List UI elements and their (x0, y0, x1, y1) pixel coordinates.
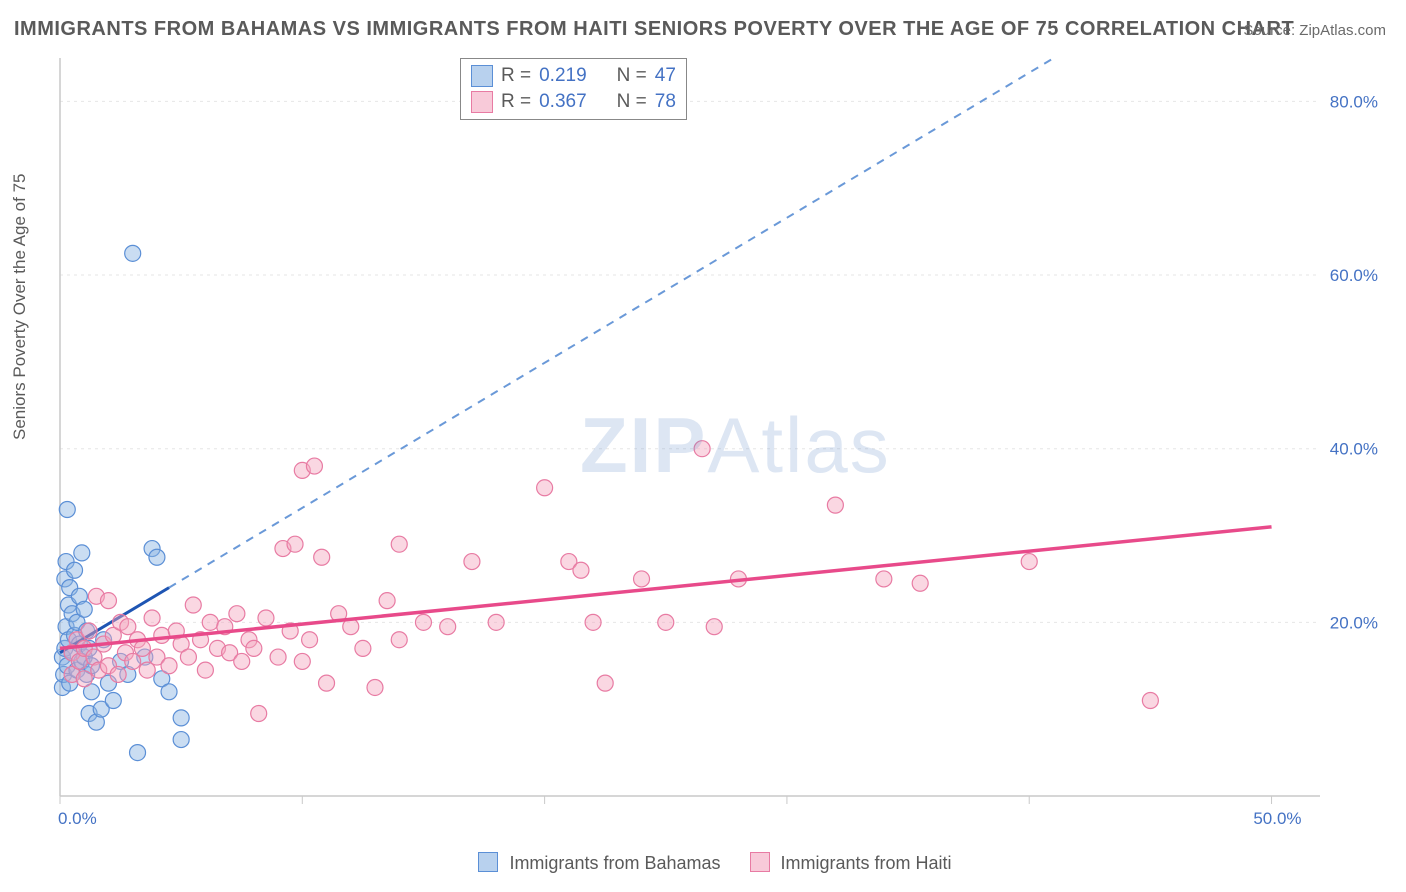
source-value: ZipAtlas.com (1299, 22, 1386, 39)
legend-swatch-bahamas-icon (478, 852, 498, 872)
n-label: N = (617, 91, 647, 113)
r-value-bahamas: 0.219 (539, 65, 587, 87)
svg-text:40.0%: 40.0% (1330, 440, 1378, 459)
r-label: R = (501, 65, 531, 87)
plot-area: 20.0% 40.0% 60.0% 80.0% 0.0% 50.0% (50, 56, 1390, 836)
r-value-haiti: 0.367 (539, 91, 587, 113)
svg-text:20.0%: 20.0% (1330, 613, 1378, 632)
legend-label-haiti: Immigrants from Haiti (781, 853, 952, 873)
r-label: R = (501, 91, 531, 113)
y-axis-label: Seniors Poverty Over the Age of 75 (10, 174, 30, 440)
chart-svg: 20.0% 40.0% 60.0% 80.0% 0.0% 50.0% (50, 56, 1390, 836)
correlation-legend: R = 0.219 N = 47 R = 0.367 N = 78 (460, 58, 687, 120)
source-label: Source: (1243, 22, 1295, 39)
chart-container: IMMIGRANTS FROM BAHAMAS VS IMMIGRANTS FR… (0, 0, 1406, 892)
series-legend: Immigrants from Bahamas Immigrants from … (0, 852, 1406, 874)
n-value-bahamas: 47 (655, 65, 676, 87)
chart-title: IMMIGRANTS FROM BAHAMAS VS IMMIGRANTS FR… (14, 18, 1294, 41)
svg-text:0.0%: 0.0% (58, 809, 97, 828)
svg-text:50.0%: 50.0% (1253, 809, 1301, 828)
legend-swatch-bahamas (471, 65, 493, 87)
svg-text:60.0%: 60.0% (1330, 266, 1378, 285)
legend-swatch-haiti (471, 91, 493, 113)
n-value-haiti: 78 (655, 91, 676, 113)
legend-swatch-haiti-icon (750, 852, 770, 872)
legend-row-bahamas: R = 0.219 N = 47 (471, 63, 676, 89)
n-label: N = (617, 65, 647, 87)
source-attribution: Source: ZipAtlas.com (1243, 22, 1386, 39)
legend-label-bahamas: Immigrants from Bahamas (509, 853, 720, 873)
legend-row-haiti: R = 0.367 N = 78 (471, 89, 676, 115)
svg-text:80.0%: 80.0% (1330, 92, 1378, 111)
